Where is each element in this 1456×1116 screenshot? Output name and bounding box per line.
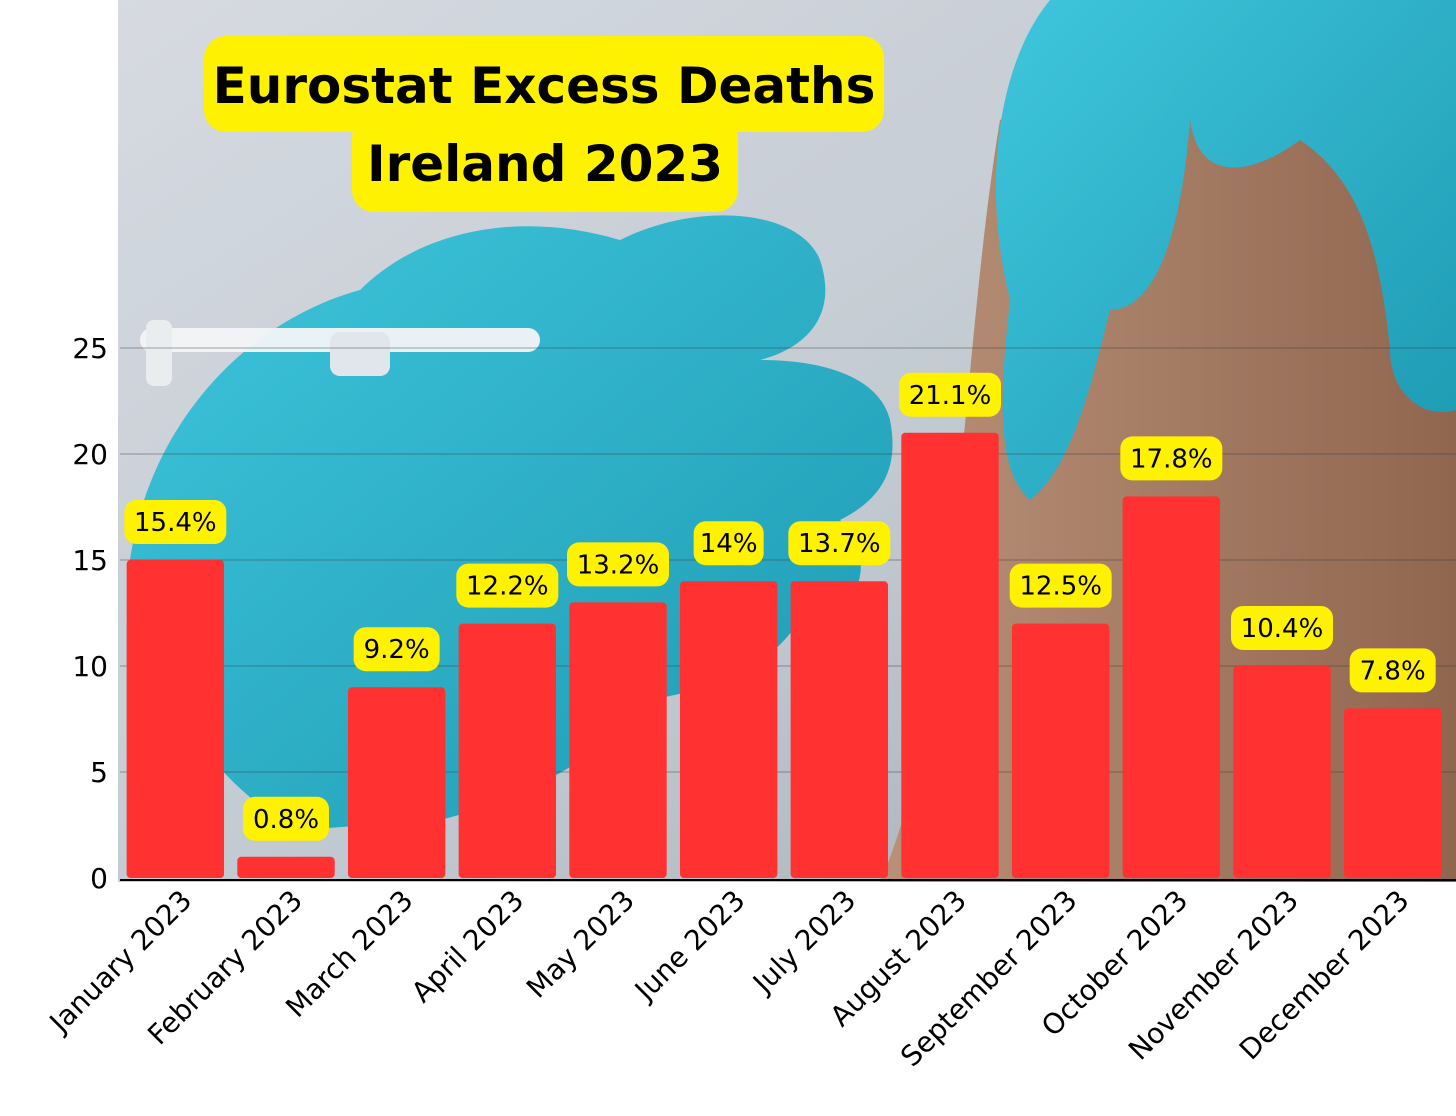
x-tick-label: April 2023 (405, 884, 530, 1009)
bar (679, 581, 778, 878)
data-label: 15.4% (134, 508, 217, 538)
bar (901, 432, 999, 878)
bar (458, 623, 557, 878)
syringe-plunger (146, 320, 172, 386)
data-label-bg (1120, 436, 1223, 481)
data-label-bg (567, 542, 669, 587)
bar (569, 602, 667, 878)
bar (1343, 708, 1442, 878)
y-tick-label: 25 (72, 332, 108, 365)
data-label-bg (353, 627, 440, 672)
data-label: 13.7% (798, 529, 881, 559)
bar (1122, 496, 1221, 878)
right-glove (995, 0, 1456, 500)
data-label-bg (788, 521, 891, 566)
bar (1233, 666, 1331, 878)
x-tick-label: June 2023 (627, 884, 752, 1009)
bar (237, 856, 335, 878)
y-tick-label: 15 (72, 544, 108, 577)
data-label-bg (899, 372, 1001, 417)
bar (790, 581, 889, 878)
bars (126, 432, 1442, 878)
syringe-grip (330, 332, 390, 376)
data-label: 12.2% (466, 572, 549, 602)
y-tick-label: 10 (72, 650, 108, 683)
data-label: 13.2% (577, 550, 660, 580)
data-label-bg (124, 500, 227, 544)
x-tick-label: July 2023 (745, 884, 862, 1001)
x-tick-label: May 2023 (520, 884, 641, 1005)
data-label: 9.2% (364, 635, 430, 665)
data-label: 14% (700, 529, 758, 559)
data-label: 0.8% (253, 805, 319, 835)
chart-title-line-2: Ireland 2023 (352, 116, 738, 212)
data-label: 12.5% (1019, 572, 1102, 602)
data-label: 21.1% (909, 381, 992, 411)
data-label-bg (1231, 606, 1333, 650)
data-label: 17.8% (1130, 444, 1213, 474)
data-labels: 15.4% 0.8% 9.2% 12.2% 13.2% 14% 13.7% 21.1% 12.5… (124, 372, 1436, 841)
y-tick-label: 5 (90, 756, 108, 789)
y-axis-ticks: 0 5 10 15 20 25 (72, 332, 108, 895)
y-tick-label: 20 (72, 438, 108, 471)
bar (1011, 623, 1110, 878)
bar (347, 687, 446, 878)
data-label-bg (1009, 563, 1112, 608)
data-label: 7.8% (1360, 656, 1426, 686)
data-label-bg (456, 563, 559, 608)
photo-overlay (118, 0, 1456, 882)
data-label-bg (243, 796, 329, 841)
data-label: 10.4% (1241, 614, 1324, 644)
bar (126, 560, 225, 878)
y-tick-label: 0 (90, 862, 108, 895)
data-label-bg (693, 521, 764, 566)
data-label-bg (1349, 648, 1436, 693)
